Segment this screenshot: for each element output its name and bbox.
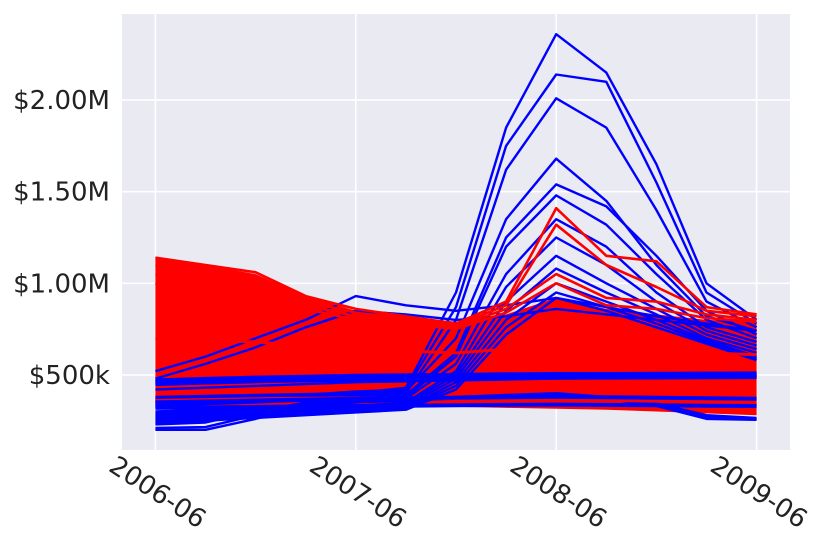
blue-series-line-1 — [155, 73, 758, 400]
blue-flat-series-group — [155, 371, 757, 410]
blue-series-line-0 — [155, 33, 758, 399]
red-series-line-3 — [155, 282, 757, 331]
red-series-line-2 — [155, 272, 757, 329]
blue-series-line-17 — [155, 375, 757, 387]
y-tick-label-3: $2.00M — [13, 86, 110, 116]
x-tick-label-0: 2006-06 — [104, 451, 211, 535]
y-tick-label-0: $500k — [29, 361, 110, 391]
blue-series-line-19 — [155, 394, 757, 405]
blue-series-line-20 — [155, 402, 757, 410]
x-axis-tick-labels: 2006-06 2007-06 2008-06 2009-06 — [104, 451, 813, 535]
red-series-inner-upper — [155, 336, 757, 357]
x-tick-label-1: 2007-06 — [304, 451, 411, 535]
y-tick-label-1: $1.00M — [13, 269, 110, 299]
blue-series-line-13 — [155, 294, 757, 373]
y-tick-label-2: $1.50M — [13, 178, 110, 208]
y-axis-tick-labels: $500k $1.00M $1.50M $2.00M — [13, 86, 110, 391]
x-tick-label-2: 2008-06 — [504, 451, 611, 535]
red-series-line-0 — [155, 206, 757, 325]
x-tick-label-3: 2009-06 — [705, 451, 812, 535]
red-series-line-1 — [155, 223, 757, 327]
blue-series-line-14 — [155, 307, 757, 380]
